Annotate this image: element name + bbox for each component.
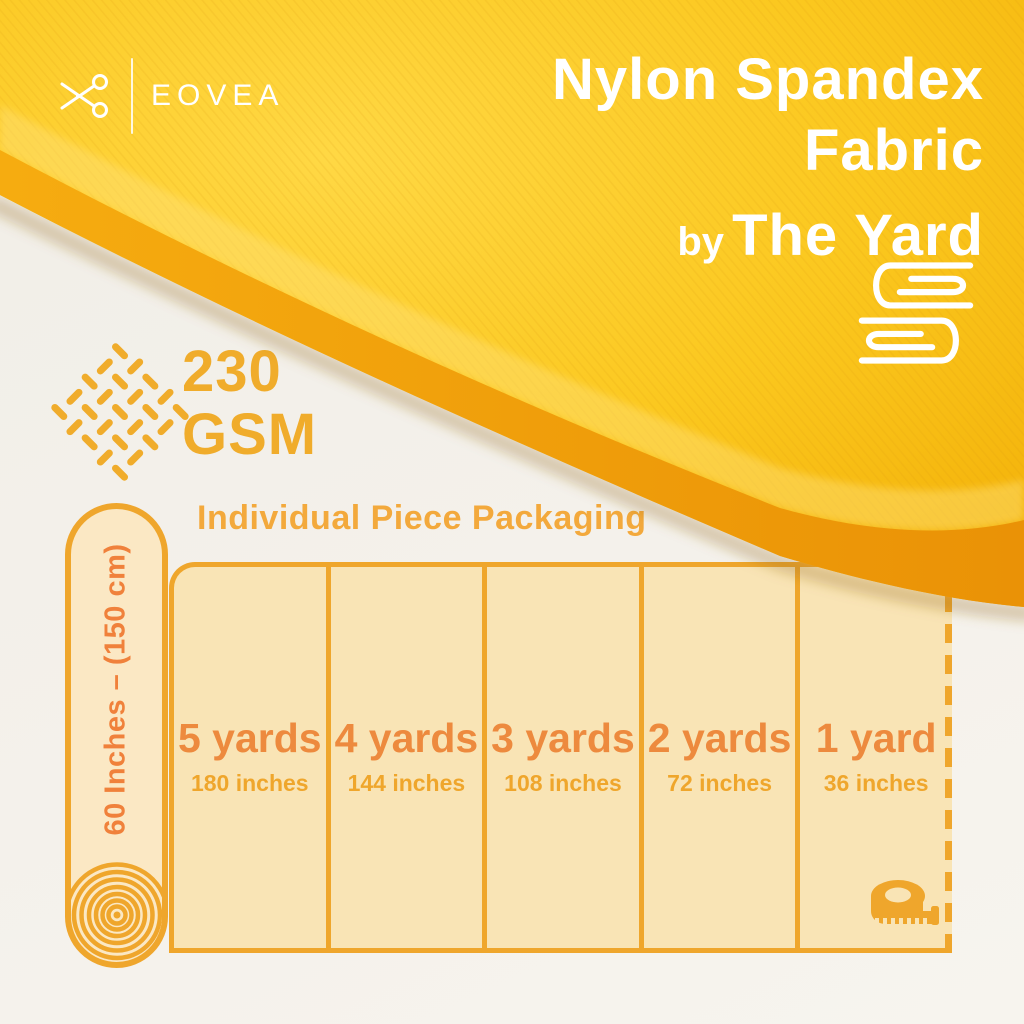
segment-sublabel: 72 inches xyxy=(667,769,772,796)
roll-width-label-wrap: 60 Inches – (150 cm) xyxy=(71,509,162,962)
brand-divider xyxy=(131,58,133,134)
segment-3-yards: 3 yards 108 inches xyxy=(487,567,644,948)
segment-sublabel: 108 inches xyxy=(504,769,622,796)
segment-label: 4 yards xyxy=(334,714,479,761)
title-by: by xyxy=(677,220,725,264)
page-title: Nylon Spandex Fabric by The Yard xyxy=(552,44,984,278)
fabric-weave-icon xyxy=(51,343,189,481)
measuring-tape-icon xyxy=(870,880,939,925)
packaging-sheet: 5 yards 180 inches 4 yards 144 inches 3 … xyxy=(169,562,952,953)
brand-lockup: EOVEA xyxy=(57,58,284,134)
brand-name: EOVEA xyxy=(151,79,285,112)
segment-label: 1 yard xyxy=(815,714,937,761)
title-line-1: Nylon Spandex xyxy=(552,47,984,112)
folded-fabric-stack-icon xyxy=(858,262,974,364)
segment-label: 5 yards xyxy=(177,714,322,761)
segment-5-yards: 5 yards 180 inches xyxy=(174,567,331,948)
segment-2-yards: 2 yards 72 inches xyxy=(644,567,801,948)
segment-label: 2 yards xyxy=(647,714,792,761)
dashed-cut-line xyxy=(945,562,952,953)
segment-label: 3 yards xyxy=(491,714,635,761)
scissors-icon xyxy=(60,74,108,118)
title-line-2: Fabric xyxy=(803,118,984,183)
segment-4-yards: 4 yards 144 inches xyxy=(331,567,488,948)
fabric-weight: 230 GSM xyxy=(182,340,317,466)
fabric-weight-value: 230 xyxy=(182,339,282,404)
segment-sublabel: 144 inches xyxy=(347,769,466,796)
roll-width-label: 60 Inches – (150 cm) xyxy=(100,543,133,836)
roll-spiral-icon xyxy=(71,862,162,962)
fabric-roll-illustration: 60 Inches – (150 cm) xyxy=(65,503,168,968)
fabric-weight-unit: GSM xyxy=(182,402,318,467)
segment-1-yard: 1 yard 36 inches xyxy=(800,567,952,948)
packaging-heading: Individual Piece Packaging xyxy=(197,499,647,537)
segment-sublabel: 36 inches xyxy=(823,769,929,796)
segment-sublabel: 180 inches xyxy=(190,769,309,796)
